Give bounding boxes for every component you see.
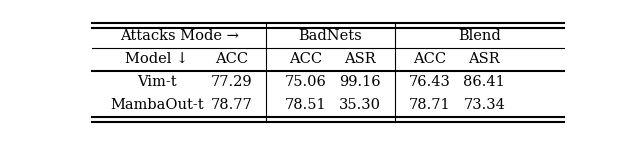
Text: Blend: Blend xyxy=(458,29,500,43)
Text: 78.77: 78.77 xyxy=(211,98,252,112)
Text: 78.71: 78.71 xyxy=(409,98,451,112)
Text: 76.43: 76.43 xyxy=(409,75,451,89)
Text: ACC: ACC xyxy=(413,52,446,66)
Text: ACC: ACC xyxy=(214,52,248,66)
Text: ASR: ASR xyxy=(344,52,376,66)
Text: Model ↓: Model ↓ xyxy=(125,52,189,66)
Text: 73.34: 73.34 xyxy=(463,98,505,112)
Text: 77.29: 77.29 xyxy=(211,75,252,89)
Text: 75.06: 75.06 xyxy=(285,75,326,89)
Text: 99.16: 99.16 xyxy=(339,75,381,89)
Text: BadNets: BadNets xyxy=(299,29,362,43)
Text: 78.51: 78.51 xyxy=(285,98,326,112)
Text: ASR: ASR xyxy=(468,52,500,66)
Text: ACC: ACC xyxy=(289,52,323,66)
Text: MambaOut-t: MambaOut-t xyxy=(110,98,204,112)
Text: Attacks Mode →: Attacks Mode → xyxy=(120,29,239,43)
Text: 35.30: 35.30 xyxy=(339,98,381,112)
Text: Vim-t: Vim-t xyxy=(137,75,177,89)
Text: 86.41: 86.41 xyxy=(463,75,505,89)
